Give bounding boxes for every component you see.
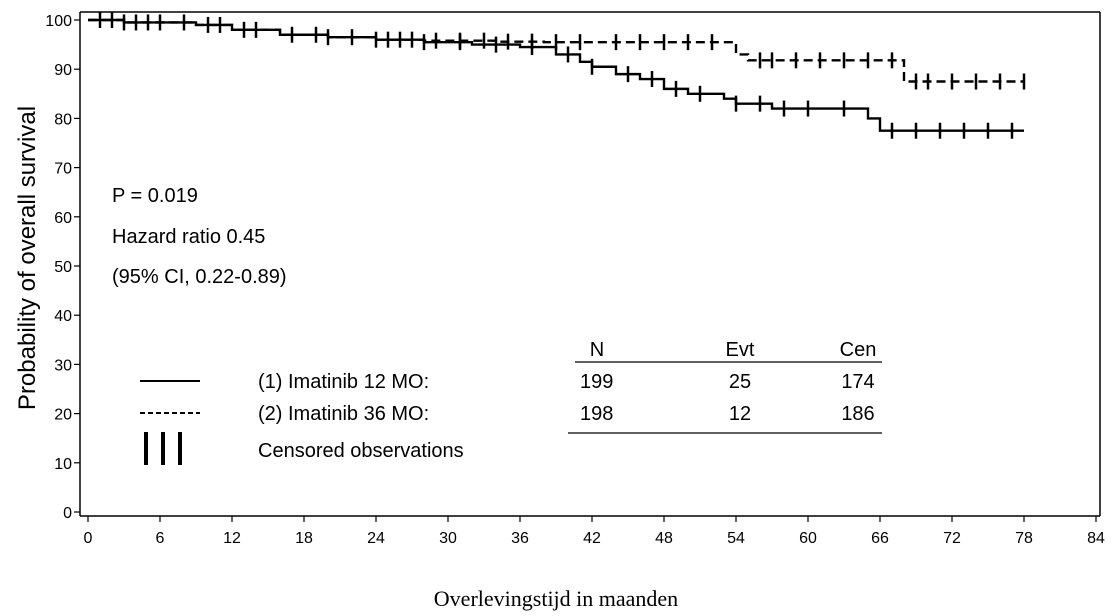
x-tick-label: 24 [367, 530, 385, 547]
legend-header-evt: Evt [726, 339, 755, 361]
series-2-censor-marks [110, 12, 1026, 90]
x-tick-label: 84 [1087, 530, 1105, 547]
series-2-survival-line [88, 18, 1024, 83]
x-axis-label: Overlevingstijd in maanden [434, 586, 678, 611]
legend-series-2-cen: 186 [841, 403, 874, 425]
y-tick-label: 10 [54, 456, 72, 473]
x-tick-label: 30 [439, 530, 457, 547]
legend-series-2-label: (2) Imatinib 36 MO: [258, 403, 429, 425]
x-ticks: 0 6 12 18 24 30 36 42 48 54 60 66 72 78 84 [84, 516, 1105, 547]
legend-censored-label: Censored observations [258, 440, 464, 462]
y-tick-label: 50 [54, 259, 72, 276]
y-tick-label: 30 [54, 357, 72, 374]
x-tick-label: 78 [1015, 530, 1033, 547]
legend-header-cen: Cen [840, 339, 877, 361]
legend-series-1-cen: 174 [841, 371, 874, 393]
x-tick-label: 12 [223, 530, 241, 547]
p-value-text: P = 0.019 [112, 185, 198, 207]
hazard-ratio-text: Hazard ratio 0.45 [112, 226, 265, 248]
x-tick-label: 54 [727, 530, 745, 547]
x-tick-label: 6 [156, 530, 165, 547]
x-tick-label: 0 [84, 530, 93, 547]
y-tick-label: 100 [45, 13, 72, 30]
survival-curves [88, 12, 1026, 139]
y-tick-label: 90 [54, 62, 72, 79]
x-tick-label: 60 [799, 530, 817, 547]
x-tick-label: 72 [943, 530, 961, 547]
y-tick-label: 20 [54, 407, 72, 424]
x-tick-label: 66 [871, 530, 889, 547]
y-ticks: 0 10 20 30 40 50 60 70 80 90 100 [45, 13, 80, 522]
legend: N Evt Cen (1) Imatinib 12 MO: 199 25 174… [140, 339, 882, 465]
x-tick-label: 42 [583, 530, 601, 547]
legend-header-n: N [590, 339, 604, 361]
legend-series-2-evt: 12 [729, 403, 751, 425]
x-tick-label: 48 [655, 530, 673, 547]
legend-censor-sample-icon [144, 432, 182, 465]
confidence-interval-text: (95% CI, 0.22-0.89) [112, 266, 287, 288]
legend-series-1-n: 199 [580, 371, 613, 393]
axes: 0 10 20 30 40 50 60 70 80 90 100 0 6 12 18 24 30 36 42 48 5… [45, 11, 1105, 547]
x-tick-label: 36 [511, 530, 529, 547]
y-tick-label: 70 [54, 161, 72, 178]
legend-series-1-evt: 25 [729, 371, 751, 393]
y-tick-label: 80 [54, 111, 72, 128]
y-axis-label: Probability of overall survival [14, 106, 41, 410]
y-tick-label: 40 [54, 308, 72, 325]
legend-series-2-n: 198 [580, 403, 613, 425]
stats-annotation: P = 0.019 Hazard ratio 0.45 (95% CI, 0.2… [112, 185, 287, 288]
x-tick-label: 18 [295, 530, 313, 547]
y-tick-label: 60 [54, 210, 72, 227]
y-tick-label: 0 [63, 505, 72, 522]
legend-series-1-label: (1) Imatinib 12 MO: [258, 371, 429, 393]
